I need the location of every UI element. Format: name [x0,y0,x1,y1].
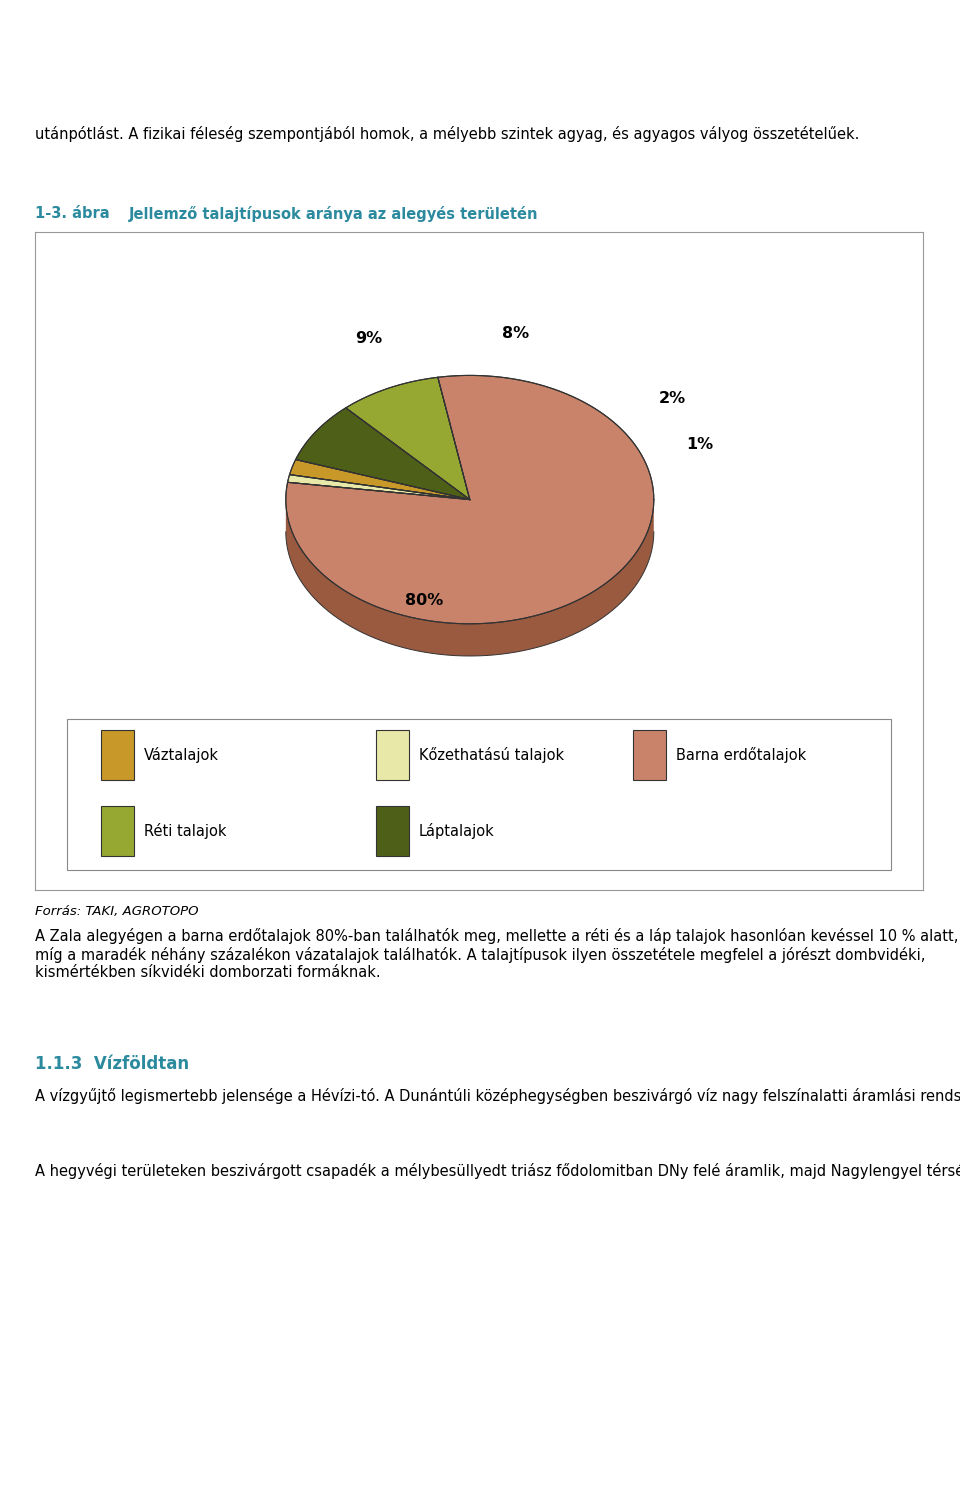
Polygon shape [290,460,469,500]
Text: 1%: 1% [686,437,713,452]
Text: VÍZGYŰJTŐ-GAZDÁLKODÁSI TERV: VÍZGYŰJTŐ-GAZDÁLKODÁSI TERV [21,30,331,51]
Text: A Zala alegyégen a barna erdőtalajok 80%-ban találhatók meg, mellette a réti és : A Zala alegyégen a barna erdőtalajok 80%… [35,929,958,979]
Text: 1-3. ábra: 1-3. ábra [35,206,109,221]
Text: Forrás: TAKI, AGROTOPO: Forrás: TAKI, AGROTOPO [35,905,199,918]
Bar [376,806,409,855]
Polygon shape [296,408,469,500]
Text: A hegyvégi területeken beszivárgott csapadék a mélybesüllyedt triász fődolomitba: A hegyvégi területeken beszivárgott csap… [35,1163,960,1179]
Bar [376,730,409,779]
Text: Jellemző talajtípusok aránya az alegyés területén: Jellemző talajtípusok aránya az alegyés … [129,206,538,222]
Text: 1. fejezet: 1. fejezet [21,1454,99,1469]
Text: 1.1.3  Vízföldtan: 1.1.3 Vízföldtan [35,1056,189,1073]
Text: 8%: 8% [502,327,529,342]
Text: 80%: 80% [405,593,443,608]
Text: Réti talajok: Réti talajok [144,823,227,839]
Text: utánpótlást. A fizikai féleség szempontjából homok, a mélyebb szintek agyag, és : utánpótlást. A fizikai féleség szempontj… [35,127,859,142]
Bar [634,730,666,779]
Bar [102,730,134,779]
Text: 2%: 2% [659,391,685,406]
Text: Láptalajok: Láptalajok [419,823,494,839]
Text: 9%: 9% [355,331,382,346]
Text: Kőzethatású talajok: Kőzethatású talajok [419,746,564,763]
Polygon shape [346,378,469,500]
Text: – 8 –: – 8 – [901,1454,936,1469]
Text: Váztalajok: Váztalajok [144,746,220,763]
Text: 4-1 Zala: 4-1 Zala [21,81,129,105]
Bar [102,806,134,855]
Text: A vízgyűjtő legismertebb jelensége a Hévízi-tó. A Dunántúli középhegységben besz: A vízgyűjtő legismertebb jelensége a Hév… [35,1088,960,1103]
Text: Barna erdőtalajok: Barna erdőtalajok [677,746,806,763]
Text: Vízgyűjtők és víztestés jellemzése: Vízgyűjtők és víztestés jellemzése [338,1453,622,1469]
Polygon shape [286,375,654,624]
Polygon shape [288,475,469,500]
Polygon shape [286,497,654,655]
